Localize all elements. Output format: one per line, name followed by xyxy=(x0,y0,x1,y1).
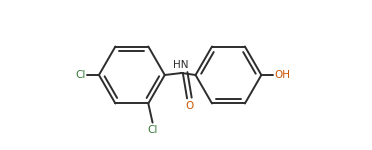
Text: Cl: Cl xyxy=(76,70,86,80)
Text: HN: HN xyxy=(173,60,189,70)
Text: Cl: Cl xyxy=(147,125,158,135)
Text: O: O xyxy=(185,101,193,111)
Text: OH: OH xyxy=(274,70,290,80)
